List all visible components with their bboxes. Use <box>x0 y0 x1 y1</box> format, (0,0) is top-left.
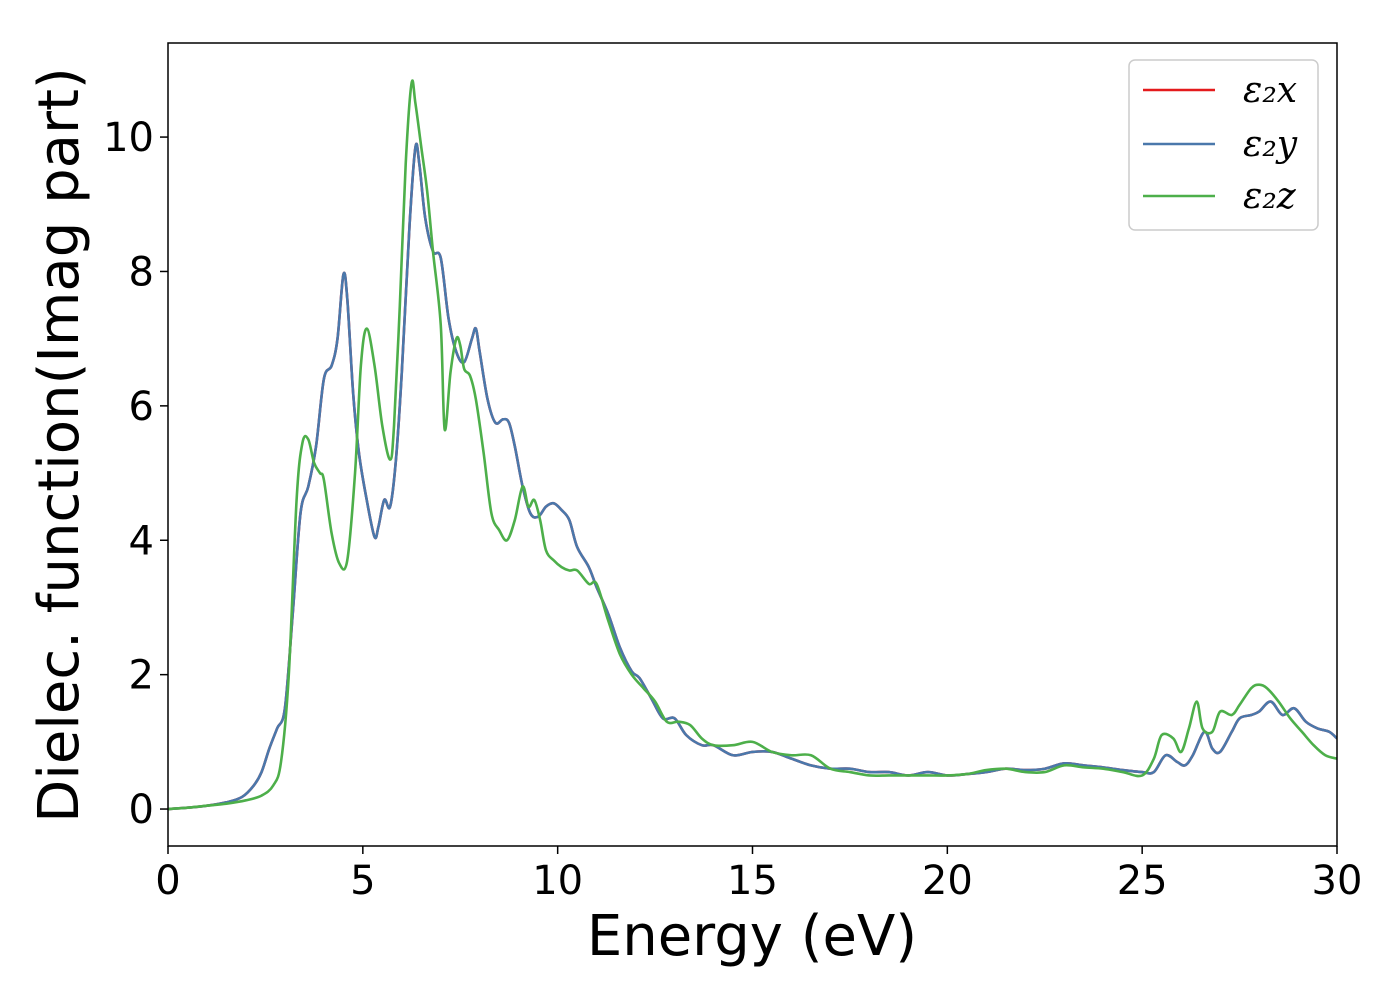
series-line-ey <box>168 142 1337 811</box>
x-axis: 0 5 10 15 20 25 30 <box>155 846 1362 904</box>
legend-label-ey: ε₂y <box>1243 124 1298 165</box>
x-tick-label: 20 <box>922 858 973 904</box>
y-axis-label: Dielec. function(Imag part) <box>27 67 92 823</box>
y-tick-label: 10 <box>103 115 154 161</box>
x-tick-label: 0 <box>155 858 180 904</box>
legend-label-ez: ε₂z <box>1243 176 1297 217</box>
y-axis: 0 2 4 6 8 10 <box>103 115 168 833</box>
y-tick-label: 2 <box>129 653 154 699</box>
x-axis-label: Energy (eV) <box>587 904 917 969</box>
legend: ε₂x ε₂y ε₂z <box>1128 59 1319 231</box>
legend-label-ex: ε₂x <box>1243 70 1297 111</box>
y-tick-label: 0 <box>129 787 154 833</box>
x-tick-label: 15 <box>727 858 778 904</box>
series-layer <box>168 79 1337 811</box>
x-tick-label: 30 <box>1312 858 1363 904</box>
y-tick-label: 8 <box>129 249 154 295</box>
y-tick-label: 4 <box>129 518 154 564</box>
x-tick-label: 10 <box>532 858 583 904</box>
series-line-ez <box>168 79 1337 811</box>
x-tick-label: 5 <box>350 858 375 904</box>
x-tick-label: 25 <box>1117 858 1168 904</box>
y-tick-label: 6 <box>129 384 154 430</box>
legend-box <box>1128 59 1319 231</box>
